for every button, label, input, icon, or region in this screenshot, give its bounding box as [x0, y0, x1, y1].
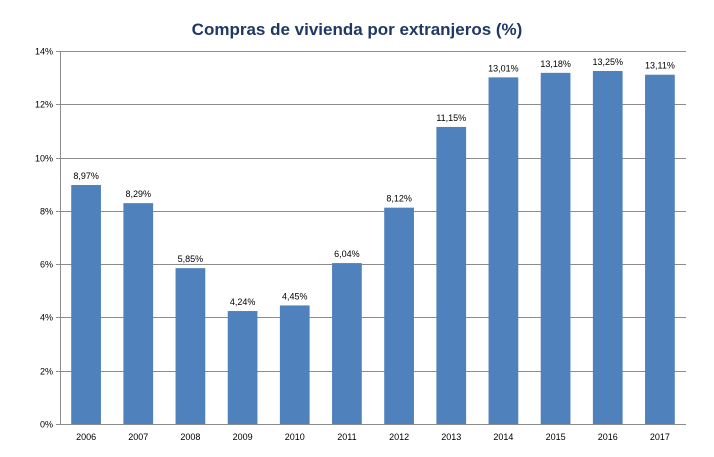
data-label-2013: 11,15% [436, 113, 466, 123]
data-label-2017: 13,11% [645, 61, 675, 71]
bar-2014 [488, 77, 519, 424]
x-tick-label: 2010 [285, 432, 305, 442]
data-label-2007: 8,29% [125, 189, 151, 199]
bar-2009 [227, 311, 258, 424]
x-axis-ticks: 2006 2007 2008 2009 2010 2011 2012 2013 2014 2015… [76, 432, 670, 442]
data-label-2010: 4,45% [282, 291, 308, 301]
y-tick-label: 12% [35, 100, 53, 110]
bar-2016 [592, 70, 623, 424]
y-axis-ticks: 0% 2% 4% 6% 8% 10% 12% 14% [35, 47, 53, 430]
bar-2007 [123, 203, 154, 424]
data-label-2016: 13,25% [592, 57, 623, 67]
bar-2017 [645, 74, 675, 424]
chart-title: Compras de vivienda por extranjeros (%) [191, 20, 523, 39]
y-tick-label: 10% [35, 154, 53, 164]
x-tick-label: 2012 [389, 432, 409, 442]
data-label-2009: 4,24% [230, 297, 256, 307]
y-tick-label: 2% [40, 367, 53, 377]
data-label-2012: 8,12% [386, 194, 412, 204]
x-tick-label: 2009 [233, 432, 253, 442]
x-tick-label: 2015 [546, 432, 566, 442]
y-tick-label: 14% [35, 47, 53, 57]
y-tick-label: 0% [40, 420, 53, 430]
data-label-2006: 8,97% [73, 171, 99, 181]
x-tick-label: 2016 [598, 432, 618, 442]
x-tick-label: 2013 [441, 432, 461, 442]
y-tick-label: 8% [40, 207, 53, 217]
data-labels: 8,97% 8,29% 5,85% 4,24% 4,45% 6,04% 8,12% 11,15… [73, 57, 675, 307]
data-label-2008: 5,85% [178, 254, 204, 264]
gridlines [56, 51, 686, 425]
bar-2015 [540, 72, 571, 425]
bar-2012 [384, 207, 414, 424]
bar-2010 [279, 305, 310, 424]
y-tick-label: 4% [40, 313, 53, 323]
x-tick-label: 2011 [337, 432, 356, 442]
data-label-2011: 6,04% [334, 249, 360, 259]
x-tick-label: 2017 [650, 432, 670, 442]
data-label-2014: 13,01% [488, 63, 519, 73]
x-tick-label: 2006 [76, 432, 96, 442]
bar-2006 [71, 185, 101, 424]
data-label-2015: 13,18% [540, 59, 571, 69]
x-tick-label: 2007 [128, 432, 148, 442]
bar-2011 [332, 263, 362, 424]
y-tick-label: 6% [40, 260, 53, 270]
bar-2008 [175, 268, 206, 424]
x-tick-label: 2008 [180, 432, 200, 442]
x-tick-label: 2014 [493, 432, 513, 442]
bar-2013 [436, 126, 467, 425]
bars [71, 70, 675, 425]
